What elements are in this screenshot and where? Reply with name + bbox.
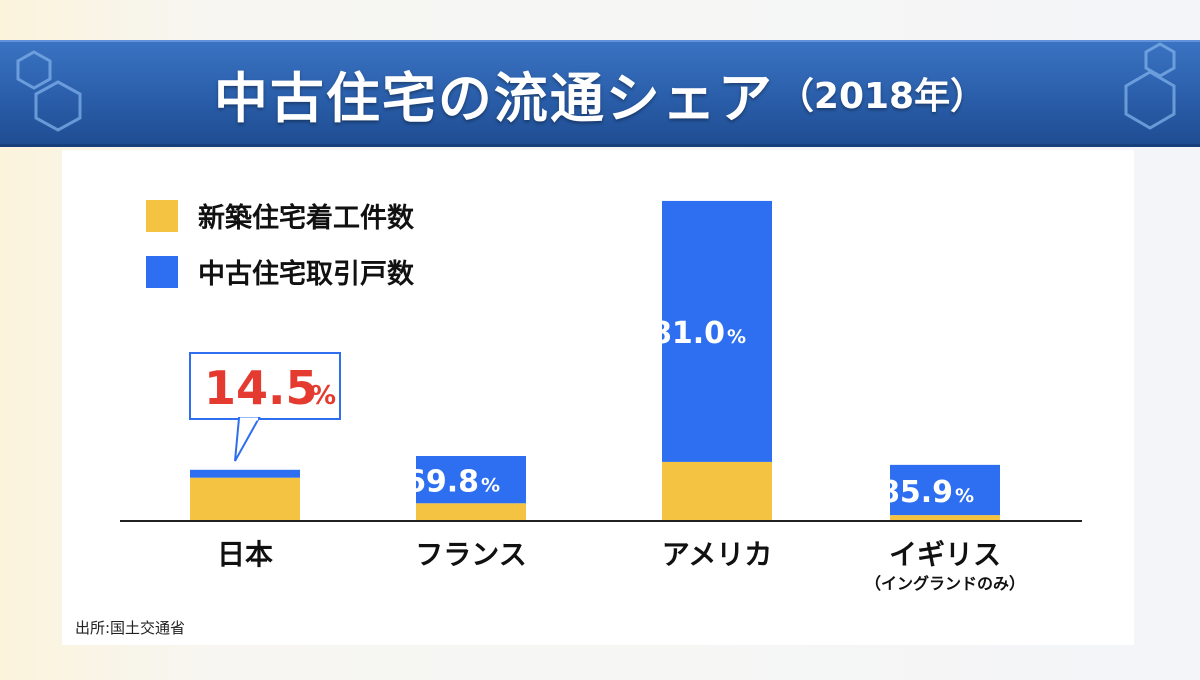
- category-label-4: イギリス: [889, 538, 1001, 571]
- share-unit-2: %: [481, 475, 500, 497]
- legend-label-1: 新築住宅着工件数: [198, 202, 415, 234]
- source-note: 出所:国土交通省: [75, 619, 186, 637]
- category-label-1: 日本: [217, 538, 273, 571]
- category-label-3: アメリカ: [662, 538, 773, 571]
- share-unit-1: %: [310, 381, 336, 411]
- bar-new-3: [662, 461, 772, 521]
- chart-panel: 新築住宅着工件数 中古住宅取引戸数 14.5% 日本 69.8% フランス 81.0% アメリ…: [62, 150, 1134, 645]
- share-unit-4: %: [955, 485, 974, 507]
- title-bar: 中古住宅の流通シェア （2018年）: [0, 40, 1200, 147]
- bar-used-3: [662, 200, 772, 462]
- bar-used-4: [890, 464, 1000, 516]
- bar-new-4: [890, 515, 1000, 521]
- bar-used-1: [190, 469, 300, 478]
- share-label-2: 69.8: [405, 465, 479, 500]
- title-year-text: （2018年）: [777, 76, 987, 117]
- page-title: 中古住宅の流通シェア （2018年）: [0, 42, 1200, 144]
- share-unit-3: %: [727, 326, 746, 348]
- legend-swatch-2: [146, 256, 178, 288]
- category-sublabel-4: （イングランドのみ）: [865, 574, 1025, 593]
- hexagon-decoration-right-icon: [1124, 42, 1176, 130]
- hexagon-decoration-left-icon: [16, 50, 82, 132]
- legend-label-2: 中古住宅取引戸数: [198, 258, 415, 290]
- category-label-2: フランス: [415, 538, 526, 571]
- share-label-4: 85.9: [879, 475, 953, 510]
- callout-box: [189, 352, 341, 420]
- bar-new-1: [190, 477, 300, 521]
- share-label-3: 81.0: [651, 316, 725, 351]
- title-main-text: 中古住宅の流通シェア: [213, 66, 774, 130]
- share-label-1: 14.5: [204, 361, 318, 415]
- legend-swatch-1: [146, 200, 178, 232]
- bar-used-2: [416, 456, 526, 504]
- bar-new-2: [416, 503, 526, 521]
- callout-pointer: [234, 417, 261, 462]
